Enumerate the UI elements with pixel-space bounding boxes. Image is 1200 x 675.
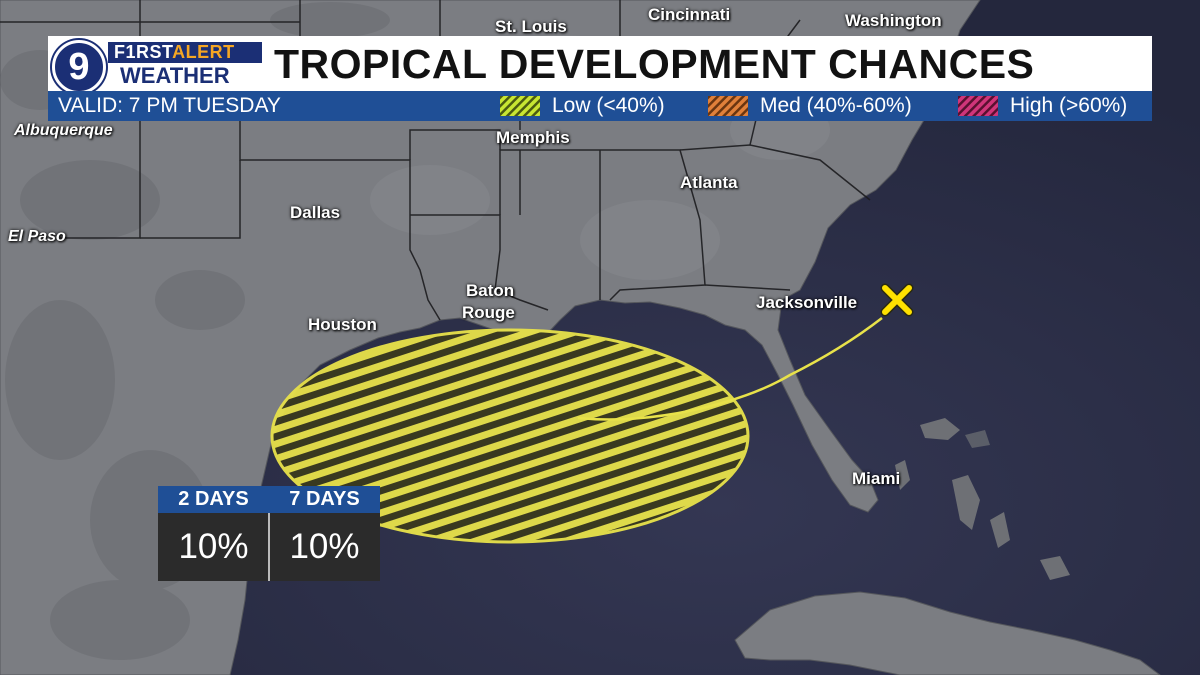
chances-header: 2 DAYS 7 DAYS	[158, 486, 380, 513]
disturbance-track	[577, 317, 883, 421]
city-label-dallas: Dallas	[290, 203, 341, 222]
logo-first-text: F1RST	[114, 42, 173, 62]
city-label-washington: Washington	[845, 11, 942, 30]
header-7-days: 7 DAYS	[289, 488, 360, 510]
cuba	[734, 591, 1161, 675]
valid-time: VALID: 7 PM TUESDAY	[58, 94, 281, 117]
legend-swatch-med	[708, 96, 748, 116]
legend-label-low: Low (<40%)	[552, 94, 665, 117]
city-label-albuquerque: Albuquerque	[14, 122, 113, 139]
city-label-rouge: Rouge	[462, 303, 515, 322]
city-label-houston: Houston	[308, 315, 377, 334]
title-bar: 9 F1RSTALERT WEATHER TROPICAL DEVELOPMEN…	[48, 36, 1152, 94]
low-chance-area	[270, 328, 750, 544]
city-label-jacksonville: Jacksonville	[756, 293, 858, 312]
x-marker-icon	[880, 283, 914, 317]
city-label-atlanta: Atlanta	[680, 173, 738, 192]
sub-bar: VALID: 7 PM TUESDAY Low (<40%) Med (40%-…	[48, 91, 1152, 121]
station-logo: 9	[52, 40, 106, 94]
logo-weather-text: WEATHER	[120, 63, 230, 88]
legend-label-med: Med (40%-60%)	[760, 94, 912, 117]
city-label-el-paso: El Paso	[8, 228, 66, 245]
city-label-st-louis: St. Louis	[495, 17, 567, 36]
page-title: TROPICAL DEVELOPMENT CHANCES	[274, 41, 1035, 87]
legend-swatch-high	[958, 96, 998, 116]
bahamas-islands	[895, 418, 1070, 580]
city-label-memphis: Memphis	[496, 128, 570, 147]
header: 9 F1RSTALERT WEATHER TROPICAL DEVELOPMEN…	[48, 36, 1152, 121]
logo-alert-text: ALERT	[172, 42, 235, 62]
city-label-cincinnati: Cincinnati	[648, 5, 731, 24]
header-2-days: 2 DAYS	[178, 488, 249, 510]
legend-swatch-low	[500, 96, 540, 116]
city-label-miami: Miami	[852, 469, 901, 488]
first-alert-logo: F1RSTALERT	[108, 42, 262, 63]
value-2-days: 10%	[178, 527, 249, 566]
legend-label-high: High (>60%)	[1010, 94, 1128, 117]
value-7-days: 10%	[289, 527, 360, 566]
development-chances-box: 2 DAYS 7 DAYS 10% 10%	[158, 486, 380, 581]
city-label-baton: Baton	[466, 281, 515, 300]
chances-divider	[268, 513, 270, 581]
